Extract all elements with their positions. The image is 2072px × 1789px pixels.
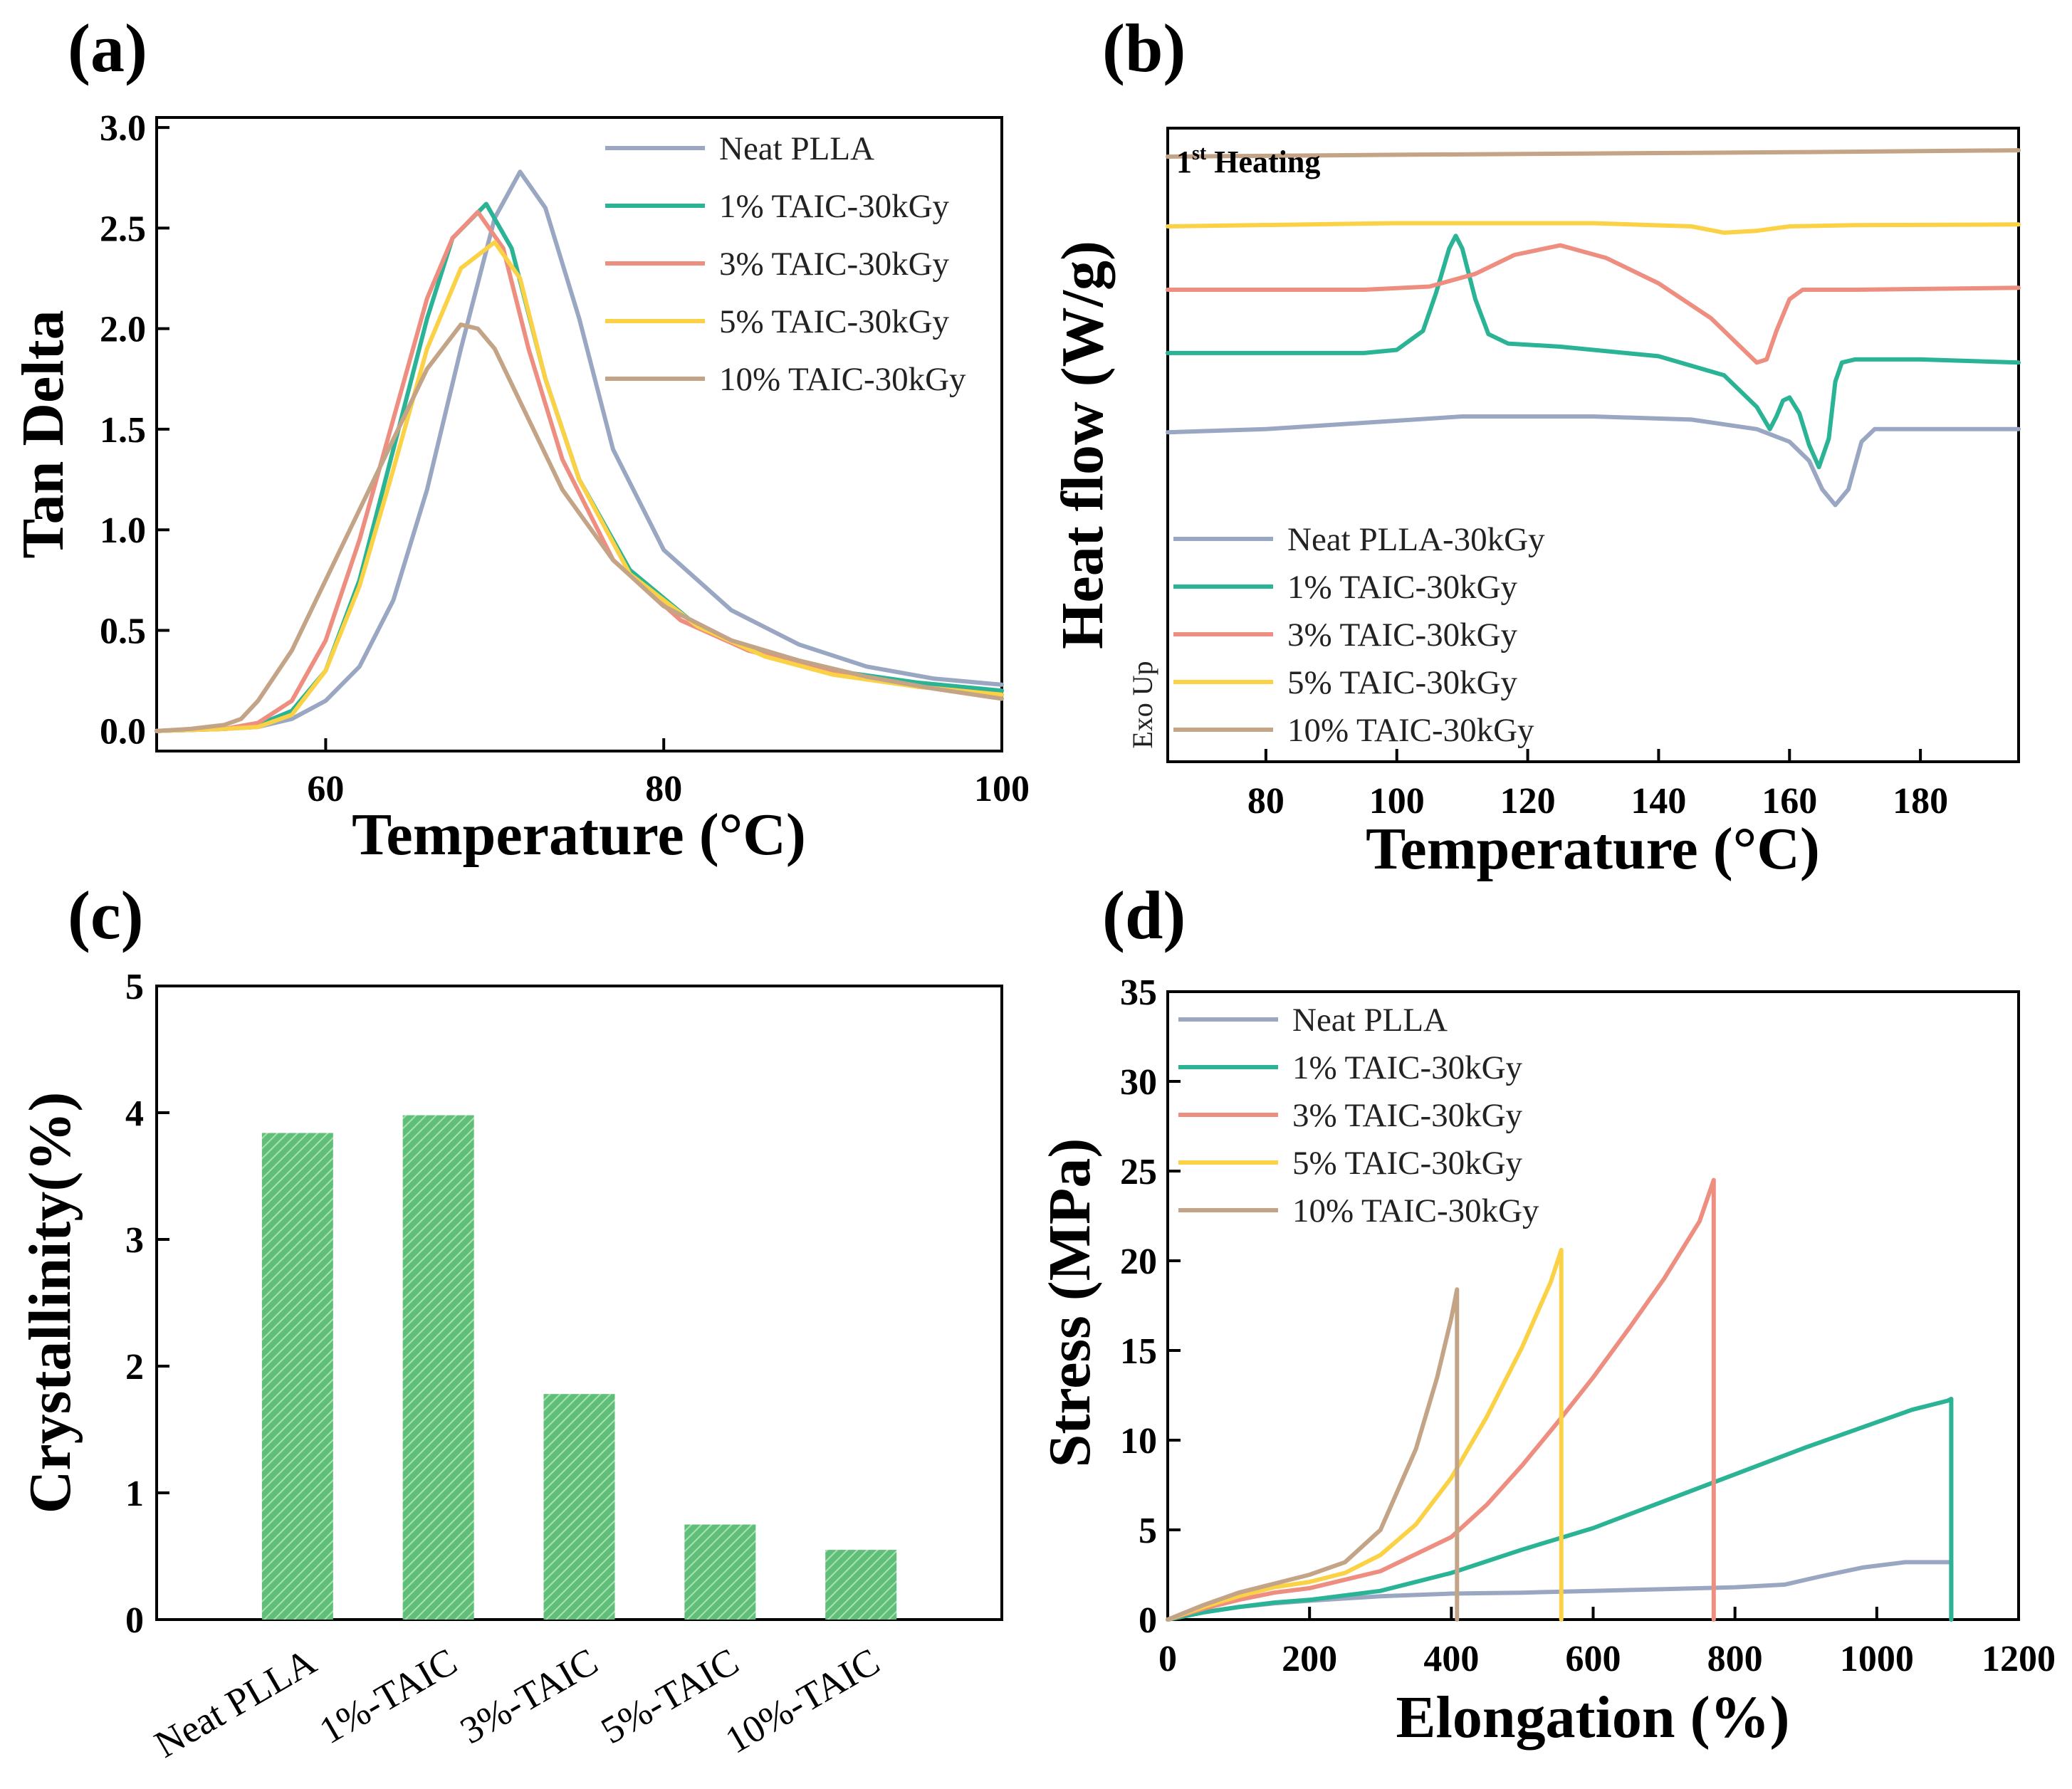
panel-a-series-line-neat — [155, 169, 1004, 733]
panel-d-xtick-label: 600 — [1566, 1639, 1621, 1679]
panel-c-category-label: Neat PLLA — [147, 1640, 323, 1766]
panel-d-series-line-taic5 — [1166, 1247, 1564, 1622]
panel-d-xtick-label: 1200 — [1982, 1639, 2056, 1679]
panel-d-legend-label: 5% TAIC-30kGy — [1292, 1145, 1523, 1182]
panel-a-series-line-taic5 — [155, 240, 1004, 733]
panel-a-legend-label: Neat PLLA — [719, 130, 874, 167]
panel-d-series-line-taic3 — [1166, 1177, 1716, 1622]
panel-b-series-line-taic3 — [1166, 243, 2021, 365]
panel-d-ytick-label: 5 — [1139, 1511, 1157, 1551]
panel-label-c: (c) — [68, 877, 144, 953]
panel-c-bar — [402, 1115, 474, 1620]
panel-d-xtick-label: 1000 — [1840, 1639, 1914, 1679]
panel-a-legend-label: 1% TAIC-30kGy — [719, 188, 950, 225]
panel-b-legend-label: 1% TAIC-30kGy — [1287, 569, 1518, 606]
panel-b-xtick-label: 140 — [1631, 781, 1686, 822]
panel-d-ylabel: Stress (MPa) — [1037, 1138, 1103, 1468]
panel-a-chart: 60 80 100 0.0 0.5 1.0 1.5 2.0 2.5 3.0 Neat PLLA 1%… — [10, 108, 1030, 868]
panel-a-ytick-label: 1.5 — [100, 410, 146, 451]
panel-c-bar — [825, 1550, 897, 1620]
panel-b-annotation: 1st Heating — [1176, 142, 1320, 179]
panel-d-xtick-label: 400 — [1423, 1639, 1479, 1679]
panel-b-xtick-label: 100 — [1369, 781, 1425, 822]
panel-c-category-label: 1%-TAIC — [312, 1640, 464, 1752]
panel-b-legend-label: 3% TAIC-30kGy — [1287, 617, 1518, 654]
panel-c-ylabel: Crystallinity(%) — [17, 1092, 83, 1514]
panel-b-legend-label: 10% TAIC-30kGy — [1287, 712, 1534, 749]
panel-c-ytick-label: 2 — [125, 1347, 144, 1387]
panel-b-series-line-taic1 — [1166, 234, 2021, 470]
panel-c-ytick-label: 4 — [125, 1093, 144, 1134]
panel-d-chart: 0 200 400 600 800 1000 1200 0 5 10 15 20 25 30 35 Neat… — [1037, 972, 2056, 1751]
panel-c-category-label: 5%-TAIC — [594, 1640, 745, 1752]
panel-b-xtick-label: 80 — [1247, 781, 1284, 822]
panel-a-xlabel: Temperature (°C) — [352, 802, 806, 868]
panel-a-ytick-label: 0.0 — [100, 712, 146, 752]
panel-a-ytick-label: 0.5 — [100, 611, 146, 651]
panel-b-xtick-label: 160 — [1762, 781, 1817, 822]
panel-a-ylabel: Tan Delta — [10, 310, 76, 558]
panel-d-ytick-label: 25 — [1120, 1152, 1157, 1192]
panel-b-series-line-taic5 — [1166, 221, 2021, 235]
panel-d-ytick-label: 10 — [1120, 1421, 1157, 1462]
panel-b-xtick-label: 120 — [1500, 781, 1556, 822]
panel-d-legend-label: 3% TAIC-30kGy — [1292, 1097, 1523, 1134]
panel-a-series-line-taic3 — [155, 209, 1004, 733]
panel-d-legend-label: 1% TAIC-30kGy — [1292, 1049, 1523, 1086]
panel-d-xtick-label: 800 — [1707, 1639, 1763, 1679]
panel-d-series-line-taic10 — [1166, 1287, 1460, 1622]
panel-a-ytick-label: 2.0 — [100, 310, 146, 350]
panel-a-ytick-label: 2.5 — [100, 209, 146, 249]
panel-b-frame — [1166, 127, 2020, 763]
panel-b-xlabel: Temperature (°C) — [1366, 816, 1820, 882]
panel-c-chart: 0 1 2 3 4 5 Neat PLLA1%-TAIC3%-TAIC5%-TAIC10%… — [17, 967, 1003, 1766]
panel-a-xtick-label: 80 — [645, 769, 682, 809]
panel-c-bar — [543, 1394, 615, 1620]
panel-label-b: (b) — [1102, 10, 1186, 86]
panel-b-exo-label: Exo Up — [1126, 661, 1158, 748]
panel-b-series-line-taic10 — [1166, 148, 2021, 159]
panel-c-category-label: 3%-TAIC — [453, 1640, 605, 1752]
panel-b-series-line-neat — [1166, 414, 2021, 508]
panel-a-xtick-label: 100 — [974, 769, 1030, 809]
panel-d-legend-label: 10% TAIC-30kGy — [1292, 1192, 1539, 1229]
panel-b-chart: 80 100 120 140 160 180 Neat PLLA-30kGy 1% TAIC… — [1050, 127, 2021, 882]
panel-c-ytick-label: 3 — [125, 1220, 144, 1261]
panel-d-legend-label: Neat PLLA — [1292, 1002, 1448, 1039]
panel-d-series-line-taic1 — [1166, 1397, 1954, 1622]
panel-c-category-label: 10%-TAIC — [718, 1640, 887, 1761]
panel-d-ytick-label: 20 — [1120, 1242, 1157, 1282]
panel-a-ytick-label: 1.0 — [100, 510, 146, 551]
panel-label-d: (d) — [1102, 877, 1186, 953]
panel-a-frame — [155, 116, 1003, 752]
panel-d-ytick-label: 30 — [1120, 1062, 1157, 1103]
panel-d-xlabel: Elongation (%) — [1396, 1684, 1789, 1751]
panel-d-xtick-label: 0 — [1158, 1639, 1177, 1679]
panel-b-legend-label: Neat PLLA-30kGy — [1287, 521, 1545, 558]
panel-b-xtick-label: 180 — [1893, 781, 1948, 822]
panel-a-legend-label: 10% TAIC-30kGy — [719, 361, 966, 398]
panel-a-ytick-label: 3.0 — [100, 108, 146, 149]
panel-c-ytick-label: 5 — [125, 967, 144, 1007]
panel-d-ytick-label: 15 — [1120, 1331, 1157, 1372]
panel-c-ytick-label: 1 — [125, 1474, 144, 1514]
panel-a-series-line-taic10 — [155, 322, 1004, 733]
panel-b-legend-label: 5% TAIC-30kGy — [1287, 664, 1518, 701]
panel-a-legend-label: 5% TAIC-30kGy — [719, 303, 950, 340]
panel-a-series-line-taic1 — [155, 201, 1004, 733]
panel-d-ytick-label: 35 — [1120, 972, 1157, 1013]
panel-c-bar — [684, 1524, 756, 1620]
panel-a-legend-label: 3% TAIC-30kGy — [719, 246, 950, 283]
panel-c-bar — [261, 1133, 333, 1620]
panel-d-xtick-label: 200 — [1282, 1639, 1337, 1679]
panel-label-a: (a) — [68, 10, 147, 86]
panel-d-ytick-label: 0 — [1139, 1600, 1157, 1641]
panel-c-ytick-label: 0 — [125, 1600, 144, 1641]
panel-b-ylabel: Heat flow (W/g) — [1050, 241, 1116, 649]
panel-a-xtick-label: 60 — [307, 769, 344, 809]
